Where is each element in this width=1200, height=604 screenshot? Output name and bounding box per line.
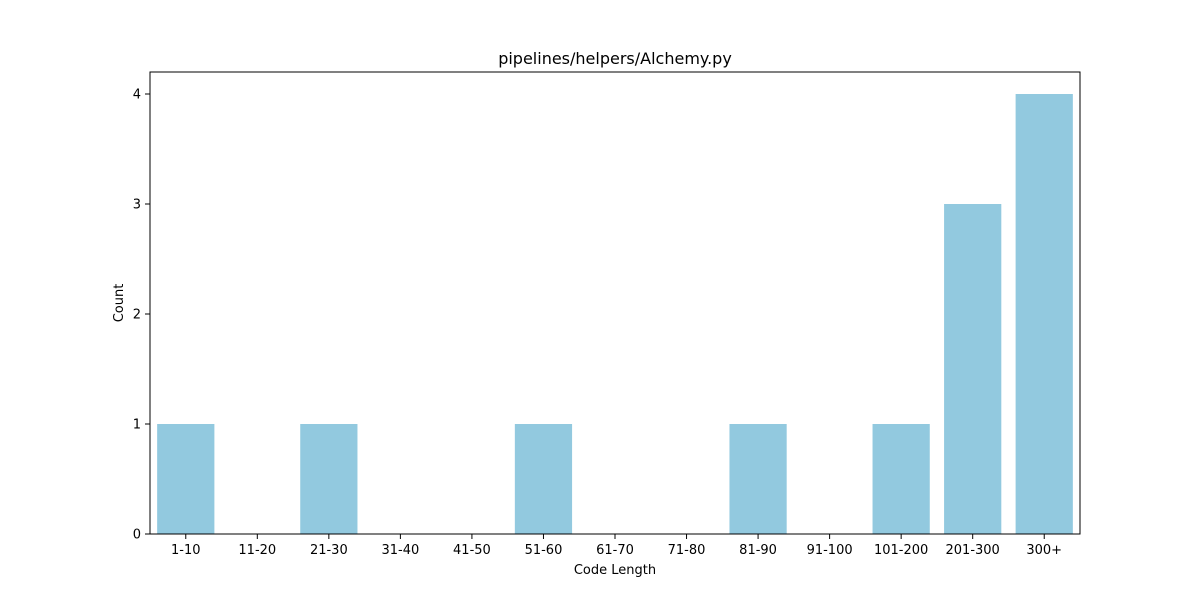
x-tick-label: 300+ <box>1026 543 1062 558</box>
x-tick-label: 51-60 <box>525 543 563 558</box>
bar-201-300 <box>944 204 1002 534</box>
x-tick-label: 11-20 <box>238 543 276 558</box>
y-axis-ticks: 0 1 2 3 4 <box>133 88 150 543</box>
bar-21-30 <box>300 424 358 534</box>
y-tick-label: 0 <box>133 528 141 543</box>
plot-frame <box>149 71 1081 535</box>
x-tick-label: 91-100 <box>807 543 853 558</box>
bars-group <box>157 94 1073 534</box>
x-tick-label: 21-30 <box>310 543 348 558</box>
x-tick-label: 81-90 <box>739 543 777 558</box>
x-tick-label: 61-70 <box>596 543 634 558</box>
x-axis-ticks: 1-10 11-20 21-30 31-40 41-50 51-60 61-70 71-80 8… <box>171 534 1062 558</box>
x-tick-label: 201-300 <box>946 543 1000 558</box>
bar-51-60 <box>514 424 573 534</box>
y-tick-label: 2 <box>133 308 141 323</box>
chart-title: pipelines/helpers/Alchemy.py <box>498 49 732 68</box>
x-axis-label: Code Length <box>574 563 656 578</box>
y-axis-label: Count <box>112 284 127 323</box>
bar-300+ <box>1015 94 1073 534</box>
y-tick-label: 4 <box>133 88 141 103</box>
y-tick-label: 3 <box>133 198 141 213</box>
bar-81-90 <box>729 424 787 534</box>
x-tick-label: 31-40 <box>381 543 419 558</box>
x-tick-label: 71-80 <box>668 543 706 558</box>
x-tick-label: 41-50 <box>453 543 491 558</box>
bar-101-200 <box>872 424 930 534</box>
y-tick-label: 1 <box>133 418 141 433</box>
x-tick-label: 101-200 <box>874 543 928 558</box>
bar-1-10 <box>157 424 215 534</box>
x-tick-label: 1-10 <box>171 543 201 558</box>
